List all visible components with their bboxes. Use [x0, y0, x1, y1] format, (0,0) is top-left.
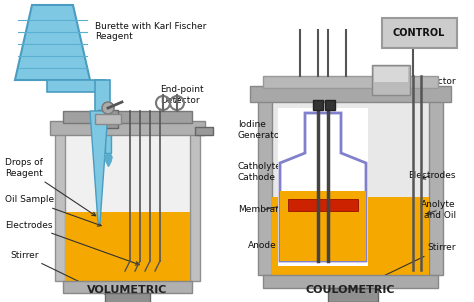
- Text: VOLUMETRIC: VOLUMETRIC: [87, 285, 167, 295]
- Bar: [372, 65, 410, 95]
- Bar: [105, 128, 111, 153]
- Bar: [95, 114, 121, 124]
- Text: Anode: Anode: [248, 240, 304, 258]
- Bar: [288, 199, 358, 211]
- Bar: [195, 127, 213, 135]
- Bar: [65, 133, 190, 281]
- Bar: [278, 108, 368, 266]
- Text: CONTROL: CONTROL: [393, 28, 445, 38]
- Bar: [190, 133, 200, 281]
- Bar: [272, 100, 429, 275]
- Bar: [313, 100, 323, 110]
- Bar: [280, 191, 366, 261]
- Bar: [258, 100, 272, 275]
- Bar: [55, 133, 65, 281]
- Polygon shape: [95, 80, 110, 115]
- Bar: [63, 281, 192, 293]
- Text: Drops of
Reagent: Drops of Reagent: [5, 158, 96, 216]
- Bar: [328, 288, 378, 302]
- Bar: [272, 197, 429, 275]
- Text: End-point
Detector: End-point Detector: [160, 85, 204, 105]
- Text: Oil Sample: Oil Sample: [5, 195, 101, 226]
- Bar: [250, 86, 451, 102]
- Bar: [263, 275, 438, 288]
- Bar: [63, 111, 192, 123]
- Bar: [374, 67, 408, 82]
- Polygon shape: [280, 113, 366, 261]
- Text: Membrane: Membrane: [238, 205, 286, 214]
- Text: Burette with Karl Fischer
Reagent: Burette with Karl Fischer Reagent: [95, 22, 206, 41]
- Bar: [105, 293, 150, 302]
- Polygon shape: [47, 80, 105, 92]
- Text: Iodine
Generator: Iodine Generator: [238, 120, 294, 146]
- Bar: [65, 212, 190, 281]
- Bar: [263, 76, 438, 88]
- Text: Stirrer: Stirrer: [352, 243, 456, 291]
- Polygon shape: [90, 111, 108, 223]
- Text: Detector: Detector: [376, 78, 456, 86]
- Bar: [429, 100, 443, 275]
- Text: Catholyte
Cathode: Catholyte Cathode: [238, 162, 319, 197]
- Text: Anolyte
and Oil: Anolyte and Oil: [421, 200, 456, 220]
- Bar: [50, 121, 205, 135]
- Text: Electrodes: Electrodes: [409, 171, 456, 179]
- Polygon shape: [15, 5, 90, 80]
- Text: Stirrer: Stirrer: [10, 250, 111, 297]
- Bar: [325, 100, 335, 110]
- Bar: [98, 110, 118, 128]
- Text: Electrodes: Electrodes: [5, 220, 139, 265]
- Bar: [382, 18, 457, 48]
- Text: COULOMETRIC: COULOMETRIC: [305, 285, 395, 295]
- Circle shape: [102, 102, 114, 114]
